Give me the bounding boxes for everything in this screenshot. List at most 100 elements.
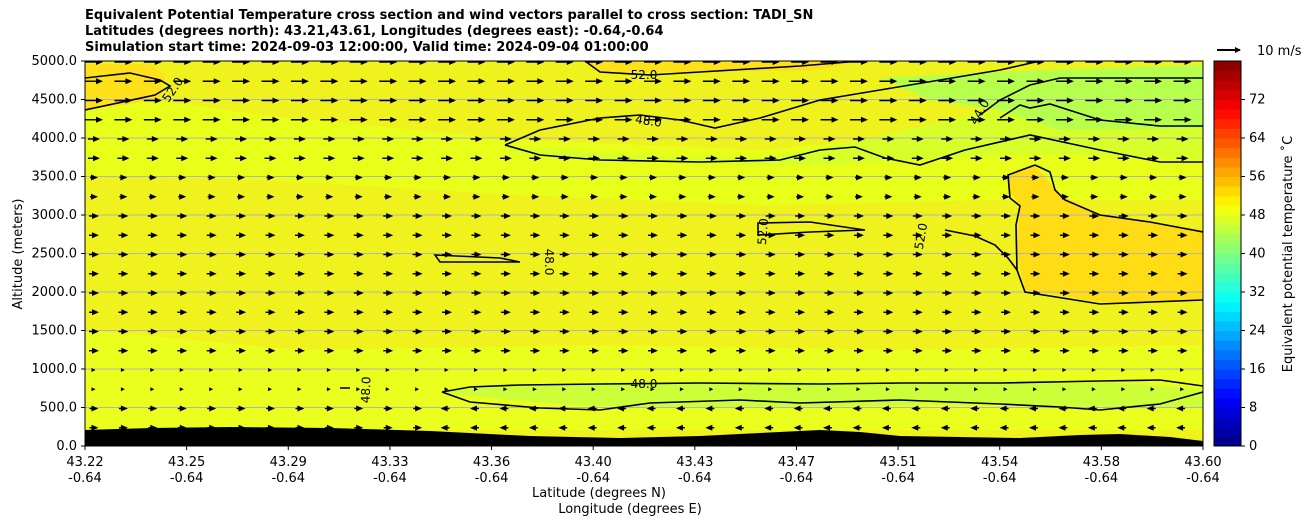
wind-vector-head bbox=[978, 97, 986, 104]
wind-vector-head bbox=[1092, 270, 1100, 277]
wind-vector-head bbox=[679, 174, 687, 181]
fill-greenyellow-44 bbox=[500, 70, 1203, 165]
wind-vector-head bbox=[1004, 328, 1012, 335]
wind-vector-head bbox=[680, 251, 688, 258]
wind-vector-head bbox=[445, 251, 453, 258]
colorbar-tick-label: 32 bbox=[1249, 285, 1266, 300]
wind-vector-head bbox=[591, 193, 599, 200]
wind-vector-head bbox=[592, 232, 600, 239]
wind-vector-head bbox=[1004, 251, 1012, 258]
wind-vector-head bbox=[646, 405, 654, 412]
wind-vector-head bbox=[915, 347, 923, 354]
wind-vector-head bbox=[914, 193, 922, 200]
wind-vector-head bbox=[799, 136, 807, 142]
wind-vector-head bbox=[180, 328, 188, 335]
wind-vector-head bbox=[1151, 213, 1159, 219]
wind-vector-head bbox=[625, 78, 633, 85]
wind-vector-head bbox=[621, 232, 629, 239]
wind-vector-head bbox=[268, 347, 276, 354]
wind-vector-head bbox=[239, 213, 247, 219]
wind-vector-head bbox=[1184, 116, 1192, 123]
wind-vector-head bbox=[1150, 193, 1158, 200]
wind-vector-head bbox=[326, 193, 334, 200]
wind-vector-head bbox=[503, 232, 511, 239]
wind-vector-head bbox=[1179, 193, 1187, 200]
wind-vector-head bbox=[239, 347, 247, 354]
wind-vector-head bbox=[180, 290, 188, 296]
wind-vector-head bbox=[149, 193, 157, 200]
wind-vector-head bbox=[419, 97, 427, 104]
wind-vector-head bbox=[122, 136, 130, 142]
colorbar-segment bbox=[1214, 118, 1241, 129]
wind-vector-head bbox=[386, 213, 394, 219]
wind-vector-head bbox=[886, 251, 894, 258]
wind-vector-head bbox=[944, 174, 952, 181]
wind-vector-head bbox=[1180, 251, 1188, 258]
wind-vector-head bbox=[533, 347, 541, 354]
wind-vector-head bbox=[974, 232, 982, 239]
wind-vector-head bbox=[356, 232, 364, 239]
wind-vector-head bbox=[651, 309, 658, 316]
wind-vector-head bbox=[1151, 347, 1159, 354]
wind-vector-head bbox=[419, 61, 427, 65]
wind-vector-head bbox=[827, 251, 835, 258]
wind-vector-head bbox=[973, 174, 981, 181]
wind-vector-head bbox=[945, 270, 953, 277]
x-tick-label-lon: -0.64 bbox=[983, 471, 1017, 486]
colorbar-tick-label: 16 bbox=[1249, 362, 1266, 377]
wind-vector-head bbox=[1062, 309, 1070, 316]
wind-vector-head bbox=[945, 328, 953, 335]
wind-vector-head bbox=[768, 290, 776, 296]
wind-vector bbox=[179, 368, 184, 372]
wind-vector-head bbox=[772, 97, 780, 104]
wind-vector-head bbox=[739, 328, 747, 335]
wind-vector-head bbox=[445, 270, 453, 277]
wind-vector-head bbox=[445, 290, 453, 296]
wind-vector-head bbox=[1005, 136, 1013, 142]
wind-vector-head bbox=[945, 251, 953, 258]
wind-vector-head bbox=[1062, 251, 1070, 258]
wind-vector-head bbox=[890, 78, 898, 85]
wind-vector-head bbox=[301, 116, 309, 123]
wind-vector bbox=[679, 387, 684, 392]
wind-vector-head bbox=[1117, 424, 1125, 431]
wind-vector-head bbox=[386, 290, 394, 296]
wind-vector-head bbox=[1004, 309, 1012, 316]
wind-vector-head bbox=[268, 309, 276, 316]
contour-label: 48.0 bbox=[359, 376, 374, 403]
wind-vector-head bbox=[1093, 136, 1101, 142]
x-tick-label-lon: -0.64 bbox=[271, 471, 305, 486]
wind-vector-head bbox=[940, 424, 948, 431]
wind-vector-head bbox=[390, 116, 398, 123]
wind-vector-head bbox=[357, 136, 365, 142]
wind-vector-head bbox=[121, 309, 129, 316]
wind-vector-head bbox=[915, 232, 923, 239]
wind-vector bbox=[621, 368, 626, 372]
wind-vector-head bbox=[1062, 213, 1070, 219]
wind-vector-head bbox=[444, 193, 452, 200]
wind-vector-head bbox=[1181, 155, 1189, 162]
wind-vector-head bbox=[566, 116, 574, 123]
wind-vector-head bbox=[651, 270, 658, 277]
wind-vector-head bbox=[268, 328, 276, 335]
wind-vector-head bbox=[974, 328, 982, 335]
wind-vector-head bbox=[360, 78, 368, 85]
wind-vector-head bbox=[92, 309, 99, 316]
wind-vector bbox=[709, 368, 714, 372]
fill-green-lower bbox=[440, 380, 1203, 409]
wind-vector-head bbox=[415, 232, 423, 239]
contour-label: 52.0 bbox=[755, 218, 771, 246]
wind-vector bbox=[120, 368, 125, 372]
wind-vector-head bbox=[1150, 174, 1158, 181]
colorbar-segment bbox=[1214, 80, 1241, 91]
colorbar-segment bbox=[1214, 417, 1241, 428]
wind-vector-head bbox=[440, 405, 448, 412]
wind-vector-head bbox=[831, 61, 839, 65]
wind-vector-head bbox=[855, 193, 863, 200]
wind-vector-head bbox=[268, 251, 276, 258]
wind-vector-head bbox=[1092, 213, 1100, 219]
wind-vector-head bbox=[945, 347, 953, 354]
colorbar-segment bbox=[1214, 186, 1241, 197]
wind-vector bbox=[356, 368, 361, 372]
wind-vector-head bbox=[1037, 116, 1045, 123]
